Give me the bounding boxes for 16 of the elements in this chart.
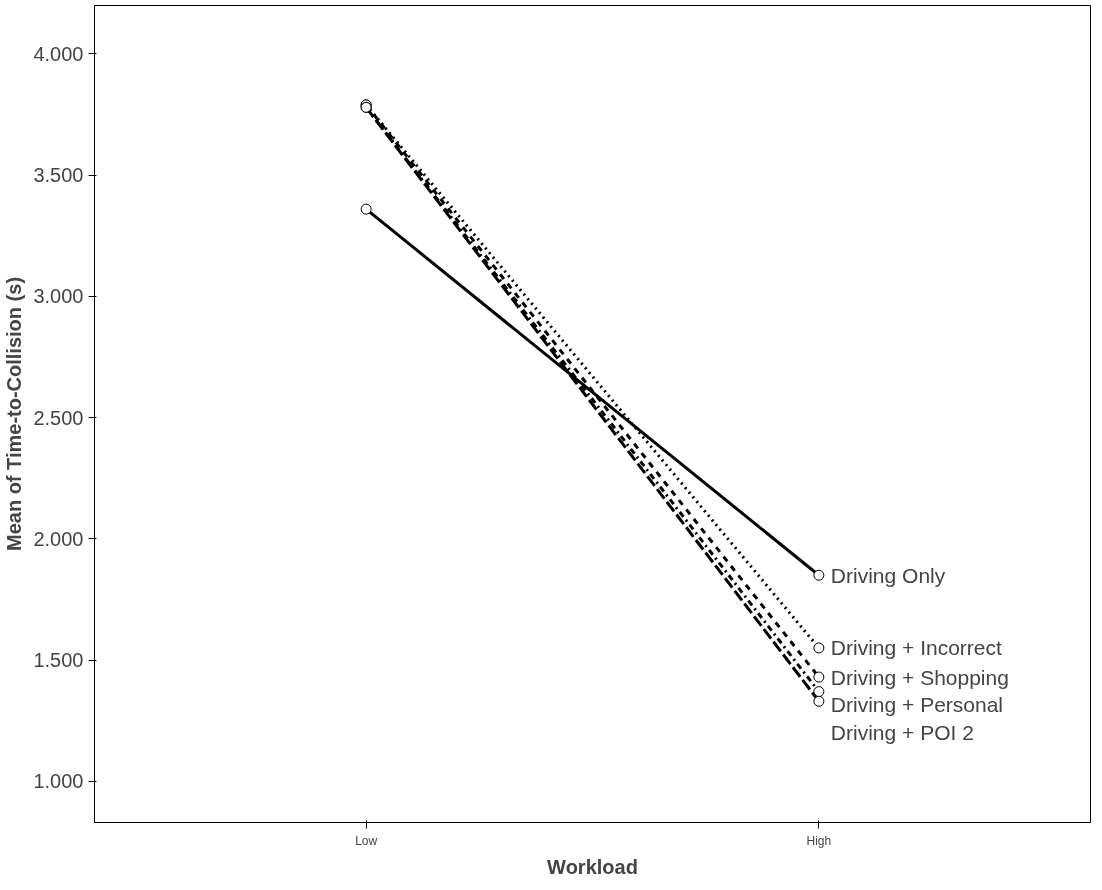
series-label: Driving + Personal bbox=[830, 693, 1004, 717]
y-tick-label: 4.000 bbox=[33, 42, 84, 65]
series-label: Driving + POI 2 bbox=[830, 721, 974, 745]
x-tick-label: Low bbox=[355, 833, 378, 848]
x-tick-label: High bbox=[806, 833, 832, 848]
series-label: Driving + Incorrect bbox=[830, 636, 1002, 660]
x-axis-title: Workload bbox=[547, 855, 638, 878]
y-tick-label: 2.000 bbox=[33, 527, 84, 550]
y-tick-label: 2.500 bbox=[33, 406, 84, 429]
y-tick-label: 3.000 bbox=[33, 285, 84, 308]
y-tick-label: 1.000 bbox=[33, 770, 84, 793]
y-axis-title: Mean of Time-to-Collision (s) bbox=[3, 276, 26, 552]
series-label: Driving + Shopping bbox=[830, 665, 1009, 689]
series-label: Driving Only bbox=[830, 563, 946, 587]
y-tick-label: 3.500 bbox=[33, 164, 84, 187]
y-tick-label: 1.500 bbox=[33, 649, 84, 672]
